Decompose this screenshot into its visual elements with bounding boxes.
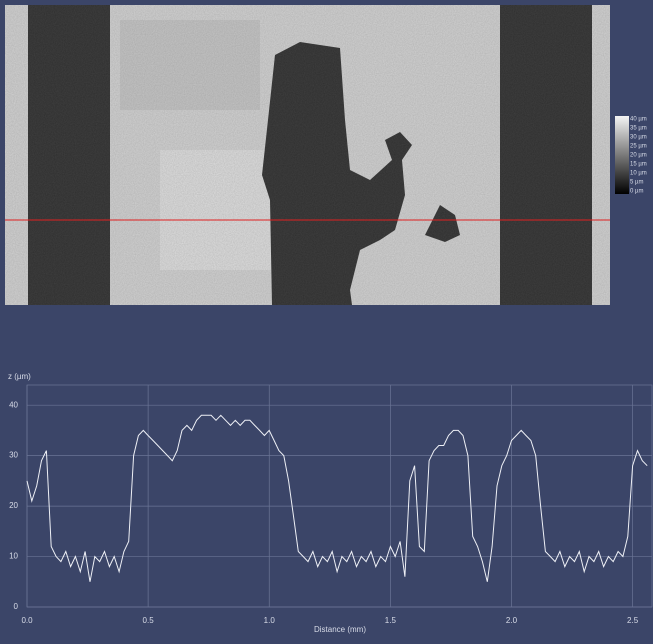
x-tick-label: 0.5 [143, 616, 155, 625]
y-tick-label: 20 [9, 501, 18, 510]
y-tick-label: 10 [9, 552, 18, 561]
y-tick-label: 30 [9, 451, 18, 460]
plot-area [27, 385, 652, 607]
page: z (µm) Distance (mm) 40 µm 35 µm 30 µm 25 µ… [0, 0, 653, 644]
colorbar-label: 20 µm [630, 153, 647, 159]
colorbar-label: 5 µm [630, 180, 643, 186]
x-tick-label: 0.0 [21, 616, 33, 625]
height-map [5, 5, 610, 305]
colorbar-label: 0 µm [630, 189, 643, 195]
colorbar [615, 116, 629, 194]
y-tick-label: 0 [14, 602, 19, 611]
x-tick-label: 2.5 [627, 616, 639, 625]
colorbar-label: 35 µm [630, 126, 647, 132]
y-tick-label: 40 [9, 400, 18, 409]
x-tick-label: 1.5 [385, 616, 397, 625]
chart: z (µm) Distance (mm) 40 µm 35 µm 30 µm 25 µ… [0, 0, 653, 644]
colorbar-label: 40 µm [630, 117, 647, 123]
x-tick-label: 1.0 [264, 616, 276, 625]
y-axis-label: z (µm) [8, 372, 31, 381]
colorbar-label: 30 µm [630, 135, 647, 141]
colorbar-label: 15 µm [630, 162, 647, 168]
x-axis-label: Distance (mm) [314, 625, 366, 634]
colorbar-label: 10 µm [630, 171, 647, 177]
x-tick-label: 2.0 [506, 616, 518, 625]
colorbar-label: 25 µm [630, 144, 647, 150]
